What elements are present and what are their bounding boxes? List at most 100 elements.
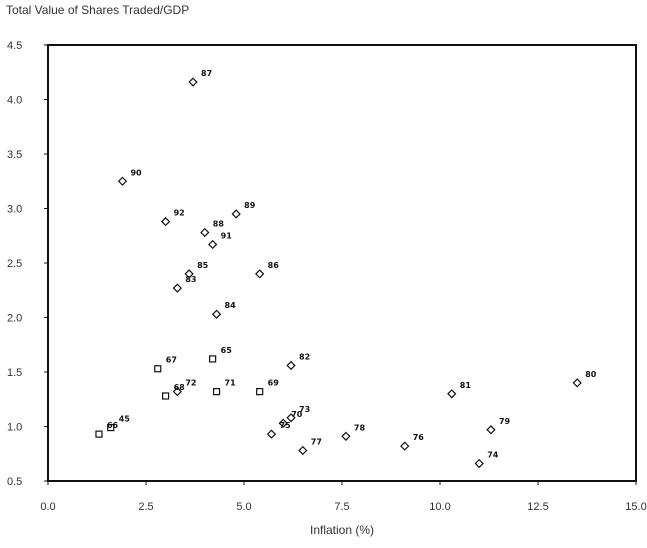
x-tick-label: 15.0 (625, 501, 646, 513)
y-tick-label: 2.0 (7, 313, 22, 325)
data-point: 71 (212, 379, 237, 396)
diamond-marker (211, 309, 222, 319)
square-marker (212, 388, 221, 396)
data-point: 76 (400, 433, 425, 451)
data-point: 73 (286, 405, 310, 423)
data-point: 92 (160, 209, 185, 227)
diamond-marker (572, 378, 582, 388)
data-point: 66 (95, 421, 119, 438)
chart-title: Total Value of Shares Traded/GDP (6, 3, 190, 17)
point-label: 72 (185, 379, 196, 388)
data-point: 80 (572, 370, 597, 388)
point-label: 77 (311, 437, 322, 446)
point-label: 82 (299, 352, 310, 361)
data-point: 78 (341, 423, 366, 441)
point-label: 78 (354, 423, 366, 432)
point-label: 67 (166, 356, 177, 365)
point-label: 92 (174, 209, 185, 218)
point-label: 74 (487, 451, 499, 460)
point-label: 88 (213, 219, 225, 228)
data-point: 68 (162, 383, 185, 400)
plot-border (47, 44, 637, 482)
data-point: 88 (200, 219, 225, 238)
point-label: 71 (225, 379, 237, 388)
diamond-marker (184, 269, 194, 279)
point-label: 84 (225, 301, 237, 310)
diamond-marker (172, 386, 183, 397)
point-label: 76 (413, 433, 425, 442)
y-tick-label: 1.5 (7, 367, 22, 379)
point-label: 90 (130, 168, 142, 177)
diamond-marker (255, 269, 265, 279)
diamond-marker (266, 429, 277, 439)
diamond-marker (207, 239, 218, 250)
diamond-marker (117, 176, 128, 186)
data-point: 89 (231, 201, 256, 219)
point-label: 70 (291, 410, 303, 419)
diamond-marker (286, 413, 296, 423)
square-marker (95, 430, 103, 438)
diamond-marker (200, 227, 210, 238)
y-tick-label: 4.0 (7, 95, 22, 107)
y-tick-label: 1.0 (7, 422, 22, 434)
diamond-marker (474, 458, 484, 469)
x-axis: 0.0 2.5 5.0 7.5 10.0 12.5 15.0 (40, 481, 647, 513)
data-point: 85 (184, 261, 209, 279)
x-tick-label: 7.5 (334, 501, 349, 513)
point-label: 86 (268, 261, 280, 270)
diamond-marker (188, 77, 198, 87)
diamond-marker (341, 431, 351, 441)
data-point: 84 (211, 301, 237, 319)
x-tick-label: 0.0 (40, 501, 55, 513)
point-label: 80 (585, 370, 597, 379)
diamond-marker (231, 209, 241, 219)
y-tick-label: 4.5 (7, 40, 22, 52)
data-point: 90 (117, 168, 142, 186)
data-point: 72 (172, 379, 197, 397)
point-label: 79 (499, 417, 511, 426)
y-tick-label: 3.0 (7, 204, 22, 216)
data-point: 45 (107, 415, 131, 432)
point-label: 81 (460, 381, 472, 390)
point-label: 69 (268, 379, 280, 388)
data-point: 75 (266, 421, 291, 439)
data-point: 74 (474, 451, 499, 469)
diamond-marker (486, 425, 496, 435)
diamond-marker (278, 418, 288, 428)
square-marker (107, 423, 115, 432)
y-axis: 0.5 1.0 1.5 2.0 2.5 3.0 3.5 4.0 4.5 (7, 40, 48, 488)
point-label: 87 (201, 69, 212, 78)
point-label: 75 (279, 421, 291, 430)
square-marker (256, 388, 264, 396)
diamond-marker (400, 441, 410, 451)
diamond-marker (447, 389, 457, 399)
point-label: 83 (185, 275, 196, 284)
data-point: 82 (286, 352, 310, 371)
point-label: 73 (299, 405, 310, 414)
point-label: 45 (119, 415, 131, 424)
plot-frame (47, 44, 637, 482)
data-point: 79 (486, 417, 511, 435)
x-tick-label: 10.0 (429, 501, 450, 513)
x-tick-label: 5.0 (236, 501, 251, 513)
data-point: 67 (154, 356, 177, 373)
x-axis-label: Inflation (%) (310, 523, 374, 537)
data-point: 69 (256, 379, 280, 396)
diamond-marker (298, 445, 308, 456)
point-label: 91 (221, 231, 233, 240)
square-marker (154, 365, 162, 373)
square-marker (209, 355, 217, 363)
y-tick-label: 3.5 (7, 149, 22, 161)
point-label: 66 (107, 421, 119, 430)
x-tick-label: 12.5 (527, 501, 548, 513)
point-label: 85 (197, 261, 209, 270)
data-point: 86 (255, 261, 280, 279)
data-point: 65 (209, 346, 232, 363)
data-point: 87 (188, 69, 212, 87)
square-marker (162, 392, 170, 400)
diamond-marker (286, 360, 296, 371)
data-point: 70 (278, 410, 303, 428)
y-tick-label: 0.5 (7, 476, 22, 488)
